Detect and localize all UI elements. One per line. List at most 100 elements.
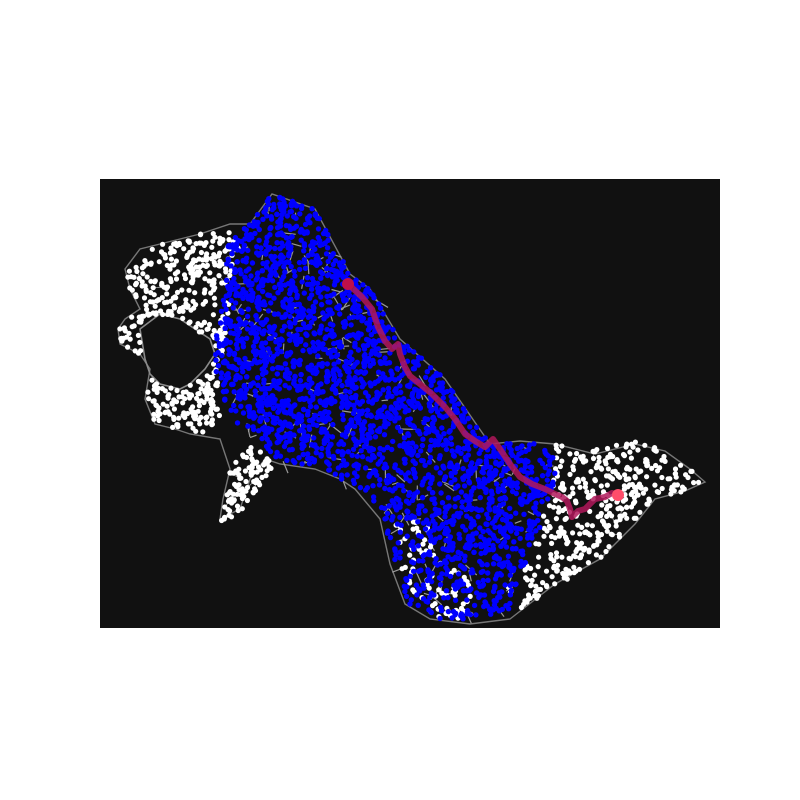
visited-node <box>489 491 495 497</box>
visited-node <box>382 355 388 361</box>
unvisited-node <box>174 387 180 394</box>
unvisited-node <box>226 512 232 518</box>
unvisited-node <box>192 416 198 422</box>
unvisited-node <box>149 377 155 383</box>
unvisited-node <box>577 484 583 490</box>
visited-node <box>328 327 335 334</box>
unvisited-node <box>242 468 248 474</box>
visited-node <box>437 434 444 441</box>
unvisited-node <box>598 554 604 560</box>
visited-node <box>445 547 451 553</box>
unvisited-node <box>671 488 677 494</box>
visited-node <box>301 248 307 254</box>
visited-node <box>305 252 311 259</box>
visited-node <box>351 402 357 408</box>
visited-node <box>260 279 266 285</box>
visited-node <box>273 272 279 278</box>
visited-node <box>380 387 386 393</box>
visited-node <box>340 416 346 423</box>
visited-node <box>229 251 235 257</box>
visited-node <box>284 366 290 373</box>
unvisited-node <box>190 274 196 280</box>
visited-node <box>342 318 348 325</box>
visited-node <box>299 314 305 320</box>
visited-node <box>432 500 438 507</box>
visited-node <box>491 535 497 541</box>
unvisited-node <box>604 528 610 534</box>
unvisited-node <box>211 295 217 301</box>
unvisited-node <box>197 232 204 238</box>
visited-node <box>246 282 252 288</box>
visited-node <box>456 571 462 577</box>
unvisited-node <box>643 456 649 463</box>
route-start-marker <box>342 278 354 290</box>
unvisited-node <box>594 462 600 468</box>
visited-node <box>365 445 371 451</box>
unvisited-node <box>576 543 582 549</box>
unvisited-node <box>439 590 445 596</box>
visited-node <box>478 483 484 489</box>
unvisited-node <box>187 382 193 388</box>
visited-node <box>404 533 410 539</box>
visited-node <box>429 496 435 502</box>
visited-node <box>259 415 265 421</box>
visited-node <box>369 350 375 356</box>
unvisited-node <box>202 298 209 305</box>
visited-node <box>546 468 552 474</box>
visited-node <box>410 466 416 473</box>
visited-node <box>517 535 523 542</box>
unvisited-node <box>624 466 630 472</box>
visited-node <box>277 246 283 252</box>
visited-node <box>537 524 543 531</box>
unvisited-node <box>678 489 684 495</box>
visited-node <box>242 355 248 362</box>
visited-node <box>449 448 455 454</box>
visited-node <box>440 546 446 552</box>
unvisited-node <box>571 570 577 576</box>
visited-node <box>287 337 293 343</box>
unvisited-node <box>190 404 196 410</box>
visited-node <box>240 410 247 416</box>
visited-node <box>424 369 430 375</box>
visited-node <box>465 505 471 511</box>
unvisited-node <box>239 486 245 492</box>
visited-node <box>532 505 538 511</box>
unvisited-node <box>523 575 529 581</box>
visited-node <box>214 336 220 342</box>
visited-node <box>283 439 289 446</box>
visited-node <box>265 277 271 284</box>
unvisited-node <box>623 444 629 450</box>
visited-node <box>269 366 276 372</box>
visited-node <box>376 482 383 488</box>
visited-node <box>378 360 384 367</box>
unvisited-node <box>546 503 553 509</box>
unvisited-node <box>152 382 158 388</box>
visited-node <box>218 370 225 376</box>
visited-node <box>492 524 498 531</box>
visited-node <box>301 428 307 435</box>
visited-node <box>324 414 331 420</box>
visited-node <box>348 379 355 386</box>
visited-node <box>254 211 261 218</box>
visited-node <box>552 470 558 476</box>
visited-node <box>274 371 280 377</box>
visited-node <box>383 360 390 366</box>
visited-node <box>404 584 410 590</box>
visited-node <box>363 437 370 443</box>
unvisited-node <box>598 510 604 517</box>
visited-node <box>422 526 429 532</box>
visited-node <box>239 248 245 254</box>
visited-node <box>383 477 389 484</box>
visited-node <box>367 427 374 433</box>
unvisited-node <box>565 539 571 545</box>
unvisited-node <box>149 246 155 252</box>
visited-node <box>481 476 487 482</box>
unvisited-node <box>143 287 149 293</box>
unvisited-node <box>564 571 570 577</box>
unvisited-node <box>254 459 260 465</box>
unvisited-node <box>543 568 550 574</box>
visited-node <box>348 395 355 401</box>
unvisited-node <box>208 290 214 296</box>
visited-node <box>483 458 489 464</box>
visited-node <box>274 415 280 421</box>
